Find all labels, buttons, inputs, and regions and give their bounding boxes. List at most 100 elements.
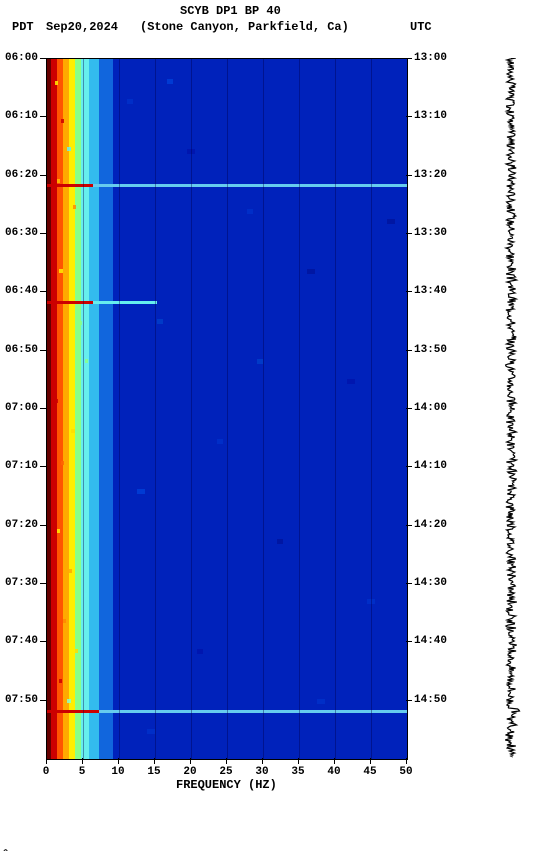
spec-texture <box>317 699 325 704</box>
spec-texture <box>387 219 395 224</box>
x-tick-label: 15 <box>147 766 160 778</box>
y-tick-right <box>406 233 412 234</box>
y-tick-right <box>406 583 412 584</box>
spec-texture <box>167 79 173 84</box>
spectrogram-column <box>113 59 407 759</box>
event-streak <box>47 710 99 713</box>
spec-texture <box>67 147 71 151</box>
y-tick-left <box>40 583 46 584</box>
y-tick-right <box>406 175 412 176</box>
y-tick-label-right: 14:00 <box>414 402 454 414</box>
waveform-trace <box>494 58 528 758</box>
x-tick <box>154 758 155 764</box>
grid-line <box>155 59 156 759</box>
spec-texture <box>57 179 60 183</box>
y-tick-left <box>40 58 46 59</box>
grid-line <box>263 59 264 759</box>
spec-texture <box>307 269 315 274</box>
spec-texture <box>61 461 64 465</box>
x-tick <box>46 758 47 764</box>
y-tick-label-left: 06:10 <box>0 110 38 122</box>
spec-texture <box>147 729 155 734</box>
x-tick <box>298 758 299 764</box>
date-label: Sep20,2024 <box>46 20 118 34</box>
spec-texture <box>197 649 203 654</box>
y-tick-left <box>40 700 46 701</box>
y-tick-right <box>406 116 412 117</box>
spec-texture <box>157 319 163 324</box>
spec-texture <box>63 619 66 623</box>
grid-line <box>227 59 228 759</box>
y-tick-left <box>40 641 46 642</box>
spec-texture <box>77 489 81 493</box>
spec-texture <box>59 679 62 683</box>
y-tick-label-right: 13:40 <box>414 285 454 297</box>
x-tick-label: 20 <box>183 766 196 778</box>
spec-texture <box>71 429 75 433</box>
y-tick-label-right: 14:30 <box>414 577 454 589</box>
y-tick-label-left: 06:50 <box>0 344 38 356</box>
grid-line <box>191 59 192 759</box>
x-tick-label: 35 <box>291 766 304 778</box>
grid-line <box>119 59 120 759</box>
spec-texture <box>247 209 253 214</box>
right-timezone: UTC <box>410 20 432 34</box>
y-tick-label-right: 13:20 <box>414 169 454 181</box>
x-tick <box>334 758 335 764</box>
spec-texture <box>217 439 223 444</box>
spectrogram-plot <box>46 58 408 760</box>
x-tick <box>118 758 119 764</box>
x-tick <box>82 758 83 764</box>
y-tick-left <box>40 116 46 117</box>
y-tick-label-right: 14:20 <box>414 519 454 531</box>
footer-glyph: ˆ <box>2 848 9 862</box>
y-tick-label-right: 14:50 <box>414 694 454 706</box>
x-axis-label: FREQUENCY (HZ) <box>176 778 277 792</box>
spec-texture <box>55 399 58 403</box>
x-tick <box>226 758 227 764</box>
y-tick-right <box>406 350 412 351</box>
y-tick-label-right: 13:00 <box>414 52 454 64</box>
x-tick-label: 10 <box>111 766 124 778</box>
y-tick-right <box>406 291 412 292</box>
x-tick-label: 0 <box>43 766 50 778</box>
spectrogram-column <box>99 59 113 759</box>
spec-texture <box>69 569 72 573</box>
y-tick-label-left: 07:30 <box>0 577 38 589</box>
y-tick-label-left: 07:40 <box>0 635 38 647</box>
y-tick-left <box>40 408 46 409</box>
event-streak <box>47 184 93 187</box>
y-tick-left <box>40 175 46 176</box>
y-tick-label-left: 07:20 <box>0 519 38 531</box>
spec-texture <box>79 321 82 325</box>
y-tick-left <box>40 466 46 467</box>
x-tick-label: 50 <box>399 766 412 778</box>
y-tick-label-right: 13:10 <box>414 110 454 122</box>
y-tick-right <box>406 641 412 642</box>
location-label: (Stone Canyon, Parkfield, Ca) <box>140 20 349 34</box>
y-tick-label-left: 06:30 <box>0 227 38 239</box>
y-tick-right <box>406 700 412 701</box>
x-tick-label: 40 <box>327 766 340 778</box>
station-title: SCYB DP1 BP 40 <box>180 4 281 18</box>
y-tick-label-left: 06:40 <box>0 285 38 297</box>
spec-texture <box>347 379 355 384</box>
spec-texture <box>61 119 64 123</box>
left-timezone: PDT <box>12 20 34 34</box>
y-tick-left <box>40 233 46 234</box>
y-tick-label-left: 07:10 <box>0 460 38 472</box>
y-tick-label-left: 06:00 <box>0 52 38 64</box>
y-tick-left <box>40 291 46 292</box>
grid-line <box>83 59 84 759</box>
y-tick-label-left: 06:20 <box>0 169 38 181</box>
y-tick-right <box>406 408 412 409</box>
event-streak <box>47 301 93 304</box>
x-tick <box>406 758 407 764</box>
spectrogram-column <box>89 59 99 759</box>
spec-texture <box>75 649 78 653</box>
y-tick-right <box>406 466 412 467</box>
grid-line <box>371 59 372 759</box>
y-tick-label-right: 14:10 <box>414 460 454 472</box>
spec-texture <box>59 269 63 273</box>
x-tick <box>190 758 191 764</box>
